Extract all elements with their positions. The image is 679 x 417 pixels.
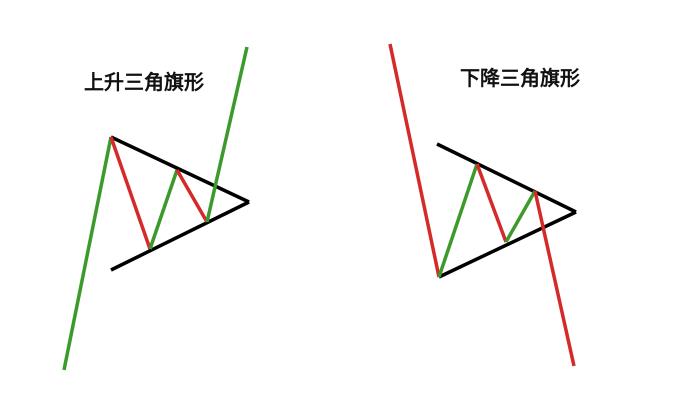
swing-down-1 bbox=[109, 136, 152, 250]
ascending-pennant-title: 上升三角旗形 bbox=[84, 70, 204, 94]
swing-up-1 bbox=[148, 169, 179, 250]
breakout-up-leg bbox=[205, 46, 249, 223]
prior-uptrend-leg bbox=[62, 136, 113, 371]
descending-pennant-title: 下降三角旗形 bbox=[460, 66, 580, 90]
pennant-upper-boundary bbox=[436, 142, 577, 214]
swing-down-2 bbox=[175, 169, 209, 223]
pennant-lower-boundary bbox=[438, 210, 577, 279]
swing-up-1 bbox=[437, 163, 479, 278]
swing-up-2 bbox=[504, 190, 537, 243]
ascending-pennant bbox=[62, 46, 250, 371]
pennant-lower-boundary bbox=[110, 200, 250, 272]
pennant-upper-boundary bbox=[110, 135, 250, 204]
prior-downtrend-leg bbox=[388, 43, 441, 278]
descending-pennant bbox=[388, 43, 577, 367]
swing-down-1 bbox=[475, 163, 508, 243]
breakdown-leg bbox=[533, 190, 576, 367]
